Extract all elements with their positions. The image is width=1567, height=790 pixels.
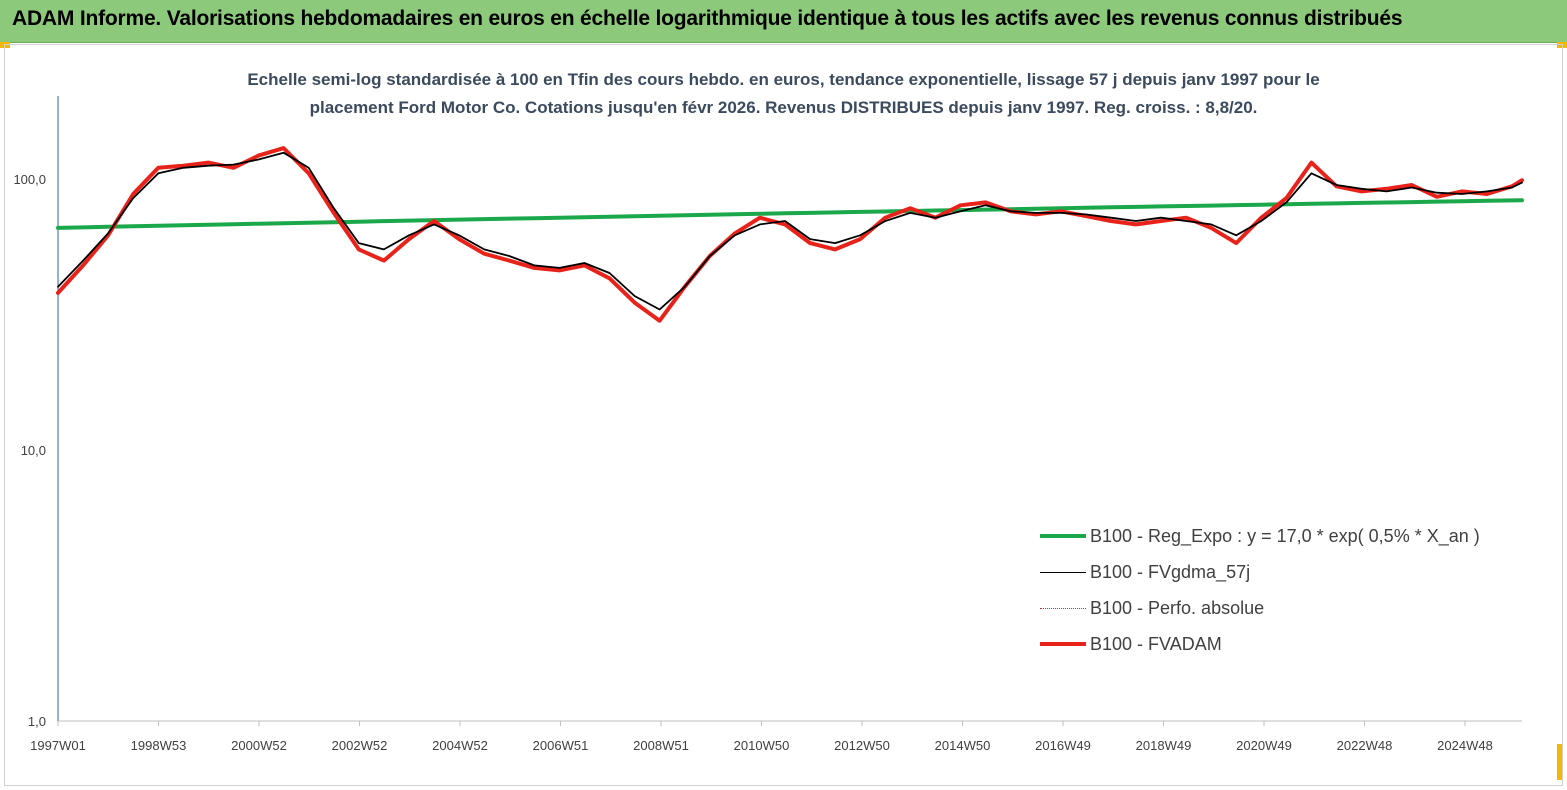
- report-banner: ADAM Informe. Valorisations hebdomadaire…: [0, 0, 1567, 43]
- legend-swatch: [1040, 571, 1086, 573]
- chart-title-block: Echelle semi-log standardisée à 100 en T…: [0, 66, 1567, 122]
- y-tick-label: 1,0: [28, 714, 46, 729]
- x-tick-label: 1998W53: [131, 738, 187, 753]
- x-tick-label: 2000W52: [231, 738, 287, 753]
- series-line: [57, 151, 1523, 311]
- corner-marker: [1557, 744, 1563, 780]
- x-tick-label: 2016W49: [1035, 738, 1091, 753]
- chart-title: Echelle semi-log standardisée à 100 en T…: [247, 70, 1320, 89]
- y-tick-label: 100,0: [13, 172, 46, 187]
- series-line: [56, 198, 1524, 230]
- legend-swatch: [1040, 642, 1086, 646]
- x-tick-label: 2014W50: [935, 738, 991, 753]
- x-tick-label: 2022W48: [1337, 738, 1393, 753]
- legend-item: B100 - FVADAM: [1040, 626, 1480, 662]
- legend-swatch: [1040, 534, 1086, 538]
- x-tick-label: 2020W49: [1236, 738, 1292, 753]
- legend-label: B100 - Perfo. absolue: [1090, 597, 1265, 618]
- x-tick-label: 2024W48: [1437, 738, 1493, 753]
- x-tick-label: 2006W51: [533, 738, 589, 753]
- legend-swatch: [1040, 607, 1086, 609]
- legend-item: B100 - Perfo. absolue: [1040, 590, 1480, 626]
- y-tick-label: 10,0: [21, 443, 46, 458]
- x-tick-label: 2004W52: [432, 738, 488, 753]
- series-line: [57, 147, 1523, 322]
- chart-frame: [4, 44, 1563, 786]
- report-title: ADAM Informe. Valorisations hebdomadaire…: [12, 7, 1403, 30]
- x-tick-label: 2008W51: [633, 738, 689, 753]
- corner-marker: [0, 42, 10, 48]
- x-tick-label: 2018W49: [1136, 738, 1192, 753]
- legend-label: B100 - FVgdma_57j: [1090, 561, 1251, 582]
- chart-subtitle: placement Ford Motor Co. Cotations jusqu…: [309, 98, 1258, 117]
- legend-label: B100 - Reg_Expo : y = 17,0 * exp( 0,5% *…: [1090, 525, 1480, 546]
- chart-legend: B100 - Reg_Expo : y = 17,0 * exp( 0,5% *…: [1040, 518, 1480, 662]
- legend-label: B100 - FVADAM: [1090, 633, 1222, 654]
- series-line: [56, 146, 1524, 323]
- x-tick-label: 1997W01: [30, 738, 86, 753]
- legend-item: B100 - Reg_Expo : y = 17,0 * exp( 0,5% *…: [1040, 518, 1480, 554]
- legend-item: B100 - FVgdma_57j: [1040, 554, 1480, 590]
- x-tick-label: 2002W52: [332, 738, 388, 753]
- x-tick-label: 2012W50: [834, 738, 890, 753]
- x-tick-label: 2010W50: [734, 738, 790, 753]
